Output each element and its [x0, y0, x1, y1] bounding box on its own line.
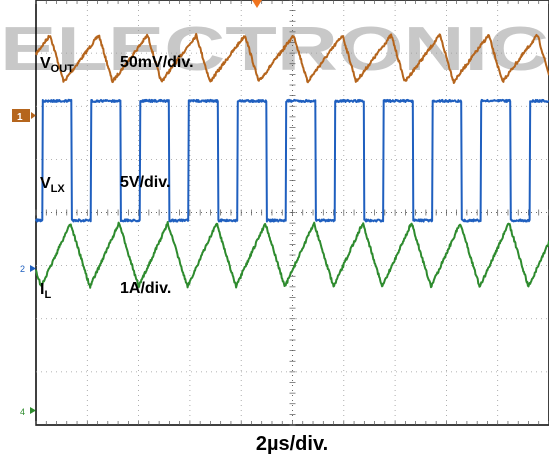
trace-il [35, 221, 549, 289]
channel-markers: 1 2 4 [12, 109, 36, 417]
trace-vout [35, 32, 549, 84]
channel-2-marker: 2 [20, 264, 36, 274]
label-il: IL 1A/div. [40, 280, 171, 301]
svg-text:4: 4 [20, 407, 25, 417]
label-vout: VOUT 50mV/div. [40, 54, 194, 75]
channel-1-marker: 1 [12, 109, 36, 123]
svg-text:1: 1 [17, 112, 23, 123]
watermark-text: ELECTRONIC [0, 15, 549, 84]
label-vlx: VLX 5V/div. [40, 174, 170, 195]
vout-label: VOUT [40, 55, 74, 75]
watermark: ELECTRONIC [0, 15, 549, 84]
channel-4-marker: 4 [20, 407, 36, 417]
il-label: IL [40, 281, 51, 301]
trigger-marker [252, 0, 262, 8]
il-scale: 1A/div. [120, 280, 171, 297]
vout-scale: 50mV/div. [120, 54, 194, 71]
vlx-label: VLX [40, 175, 65, 195]
svg-text:2: 2 [20, 264, 25, 274]
vlx-scale: 5V/div. [120, 174, 170, 191]
traces [35, 32, 549, 289]
trace-vlx [35, 98, 549, 223]
plot-area [35, 0, 549, 426]
timebase-label: 2µs/div. [256, 433, 328, 455]
